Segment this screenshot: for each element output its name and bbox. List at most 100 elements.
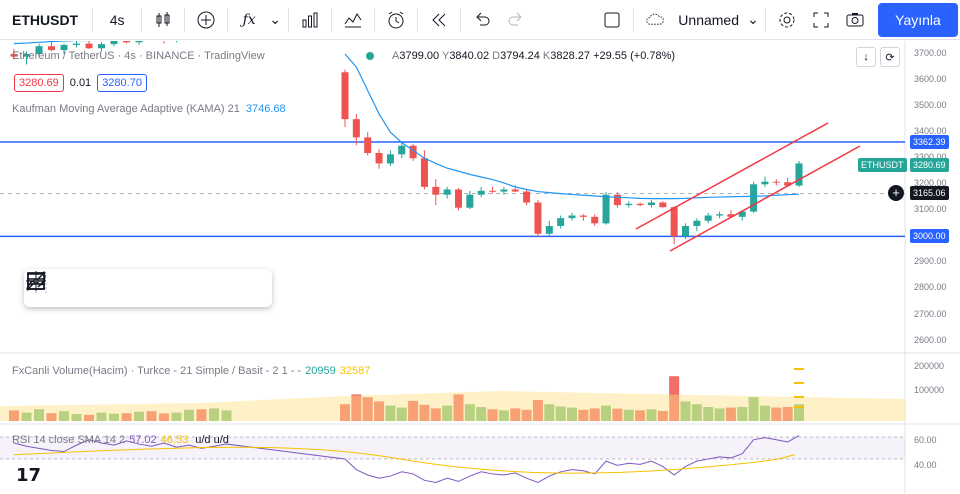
chevron-down-icon[interactable]: ⌄ <box>269 11 281 27</box>
toolbar-divider <box>92 7 94 32</box>
candle-body <box>477 190 485 195</box>
candle-style-icon[interactable] <box>146 4 180 36</box>
candle-body <box>432 186 440 195</box>
channel-upper-line <box>635 122 829 230</box>
volume-bar <box>612 408 623 421</box>
arrow-down-icon[interactable]: ↓ <box>856 47 876 67</box>
kama-legend[interactable]: Kaufman Moving Average Adaptive (KAMA) 2… <box>12 103 286 115</box>
candle-body <box>352 119 360 138</box>
volume-bar <box>771 407 782 421</box>
rectangle-icon[interactable] <box>27 272 116 304</box>
price-tick-label: 2800.00 <box>914 282 947 293</box>
indicators-icon[interactable]: ƒx <box>242 11 256 28</box>
add-alert-plus-icon[interactable]: + <box>888 185 904 202</box>
brush-icon[interactable] <box>26 272 153 304</box>
toolbar-divider <box>331 7 333 32</box>
candle-body <box>110 41 118 45</box>
financials-icon[interactable] <box>293 4 327 36</box>
volume-bar <box>725 407 736 421</box>
crosshair-price-tag: 3165.06 <box>910 186 949 201</box>
volume-bar <box>555 406 566 421</box>
templates-icon[interactable] <box>336 4 370 36</box>
volume-value-b: 32587 <box>339 365 371 377</box>
candle-body <box>10 54 18 57</box>
toolbar-divider <box>227 7 229 32</box>
toolbar-divider <box>374 7 376 32</box>
chart-canvas[interactable] <box>0 41 960 494</box>
volume-bar <box>362 397 373 421</box>
price-tick-label: 3300.00 <box>914 152 947 162</box>
volume-bar <box>476 407 487 421</box>
chevron-down-icon[interactable]: ⌄ <box>747 11 759 27</box>
rsi-ma-line <box>13 446 796 474</box>
volume-bar <box>159 413 169 421</box>
volume-bar <box>430 408 441 421</box>
price-tick-label: 3400.00 <box>914 126 947 137</box>
volume-bar <box>635 410 646 421</box>
volume-bar <box>442 405 453 421</box>
refresh-icon[interactable]: ⟳ <box>880 47 900 67</box>
buy-price-box[interactable]: 3280.70 <box>97 74 147 92</box>
volume-bar <box>544 404 555 421</box>
price-tick-label: 3600.00 <box>914 74 947 85</box>
publish-button[interactable]: Yayınla <box>878 3 958 37</box>
volume-bar <box>782 407 793 421</box>
volume-bar <box>408 400 419 421</box>
candle-body <box>364 137 372 154</box>
volume-ma-area <box>0 391 905 421</box>
chart-area[interactable]: Ethereum / TetherUS · 4s · BINANCE · Tra… <box>0 41 960 494</box>
rsi-legend[interactable]: RSI 14 close SMA 14 2 57.02 46.53 u/d u/d <box>12 434 229 446</box>
horizontal-ray-icon[interactable] <box>27 272 190 304</box>
volume-bar <box>453 394 464 421</box>
price-tick-label: 2700.00 <box>914 308 947 319</box>
alert-icon[interactable] <box>379 4 413 36</box>
redo-icon[interactable] <box>499 4 533 36</box>
candle-body <box>443 189 451 195</box>
candle-body <box>670 207 678 237</box>
sell-price-box[interactable]: 3280.69 <box>14 74 64 92</box>
volume-bar <box>657 410 668 421</box>
volume-bar <box>464 404 475 421</box>
candle-body <box>647 202 655 206</box>
expand-icon[interactable] <box>804 4 838 36</box>
candle-body <box>135 41 143 43</box>
price-tick-label: 3100.00 <box>914 204 947 215</box>
settings-lines-icon[interactable] <box>27 272 264 304</box>
compare-add-icon[interactable] <box>189 4 223 36</box>
candle-body <box>625 203 633 206</box>
candle-body <box>98 44 105 49</box>
volume-bar <box>385 405 396 421</box>
layout-name-button[interactable]: Unnamed <box>678 11 739 28</box>
gear-icon[interactable] <box>770 4 804 36</box>
volume-label: FxCanli Volume(Hacim) · Turkce - 21 Simp… <box>12 365 302 377</box>
volume-bar <box>71 414 82 421</box>
volume-bar <box>196 409 207 421</box>
volume-bar <box>96 412 107 421</box>
camera-icon[interactable] <box>838 4 872 36</box>
candle-body <box>557 218 565 226</box>
volume-bar <box>748 397 759 421</box>
candle-body <box>727 214 735 217</box>
kama-label: Kaufman Moving Average Adaptive (KAMA) 2… <box>12 103 240 115</box>
symbol-search-button[interactable]: ETHUSDT <box>12 11 79 28</box>
interval-button[interactable]: 4s <box>109 11 125 28</box>
volume-bar <box>109 413 119 421</box>
ohlc-values: A3799.00 Y3840.02 D3794.24 K3828.27 +29.… <box>392 50 675 62</box>
low-value: 3794.24 <box>500 50 540 62</box>
candle-body <box>123 41 130 43</box>
drawing-toolbar: ⋮⋮ <box>24 269 272 307</box>
open-key: A <box>392 50 400 62</box>
volume-bar <box>532 400 543 421</box>
volume-legend[interactable]: FxCanli Volume(Hacim) · Turkce - 21 Simp… <box>12 365 370 377</box>
cloud-icon[interactable] <box>638 4 672 36</box>
replay-icon[interactable] <box>422 4 456 36</box>
kama-line-left <box>13 41 93 45</box>
candle-body <box>682 225 689 237</box>
measure-icon[interactable] <box>26 271 227 304</box>
fullscreen-checkbox-icon[interactable] <box>595 4 629 36</box>
candle-body <box>375 153 383 164</box>
tradingview-logo[interactable]: 𝟭𝟳 <box>16 465 42 486</box>
undo-icon[interactable] <box>465 4 499 36</box>
candle-body <box>738 211 746 217</box>
